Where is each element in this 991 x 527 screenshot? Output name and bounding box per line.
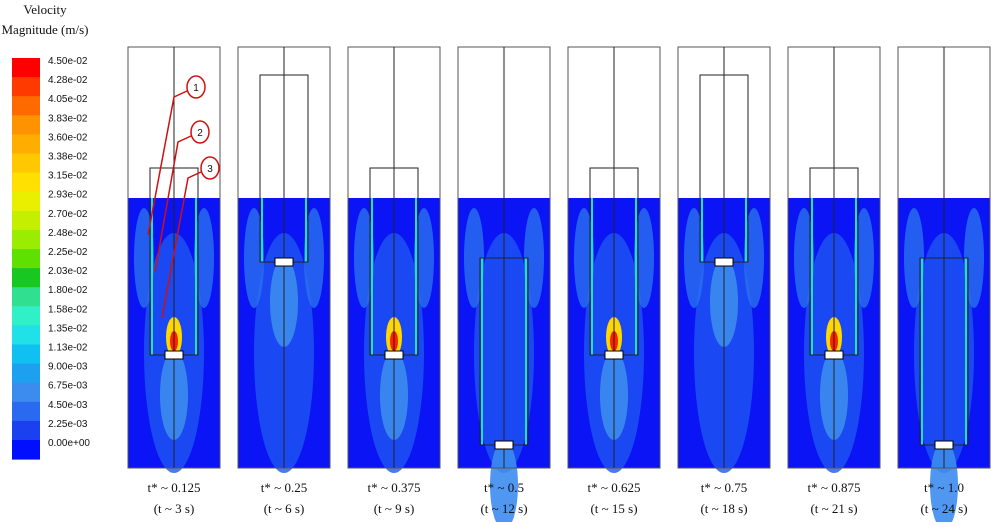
- colorbar-swatch: [12, 383, 40, 403]
- colorbar-label: 4.05e-02: [48, 94, 88, 105]
- panel: [458, 47, 550, 522]
- caption-time: (t ~ 21 s): [810, 501, 857, 516]
- caption-time: (t ~ 3 s): [154, 501, 195, 516]
- plate: [165, 351, 183, 359]
- colorbar-swatch: [12, 421, 40, 441]
- plate: [935, 441, 953, 449]
- caption-time-ratio: t* ~ 0.25: [261, 480, 307, 495]
- colorbar-label: 4.50e-03: [48, 400, 88, 411]
- colorbar-swatch: [12, 192, 40, 212]
- panel: [678, 47, 770, 473]
- colorbar-swatch: [12, 306, 40, 326]
- colorbar-swatch: [12, 96, 40, 116]
- colorbar-label: 2.25e-02: [48, 247, 88, 258]
- plate: [275, 258, 293, 266]
- callout-number: 3: [207, 164, 213, 175]
- colorbar-label: 1.35e-02: [48, 323, 88, 334]
- panel: [238, 47, 330, 473]
- caption-time: (t ~ 24 s): [920, 501, 967, 516]
- callout-number: 2: [197, 128, 203, 139]
- caption-time: (t ~ 6 s): [264, 501, 305, 516]
- caption-time-ratio: t* ~ 0.75: [701, 480, 747, 495]
- legend-title: Magnitude (m/s): [1, 22, 88, 37]
- colorbar-swatch: [12, 77, 40, 97]
- panel: [348, 47, 440, 473]
- colorbar-label: 1.58e-02: [48, 304, 88, 315]
- colorbar-swatch: [12, 287, 40, 307]
- colorbar-label: 2.48e-02: [48, 228, 88, 239]
- panel: [128, 47, 220, 473]
- colorbar-label: 0.00e+00: [48, 438, 90, 449]
- colorbar-label: 2.70e-02: [48, 209, 88, 220]
- colorbar-swatch: [12, 249, 40, 269]
- panel: [788, 47, 880, 473]
- colorbar-label: 3.38e-02: [48, 152, 88, 163]
- panel: [568, 47, 660, 473]
- caption-time: (t ~ 15 s): [590, 501, 637, 516]
- colorbar-swatch: [12, 440, 40, 460]
- colorbar-label: 4.50e-02: [48, 56, 88, 67]
- colorbar-swatch: [12, 345, 40, 365]
- plate: [825, 351, 843, 359]
- colorbar-label: 9.00e-03: [48, 362, 88, 373]
- plate: [605, 351, 623, 359]
- caption-time: (t ~ 9 s): [374, 501, 415, 516]
- colorbar-label: 4.28e-02: [48, 75, 88, 86]
- colorbar-swatch: [12, 268, 40, 288]
- colorbar-label: 1.80e-02: [48, 285, 88, 296]
- colorbar-label: 3.15e-02: [48, 171, 88, 182]
- figure: Velocity Magnitude (m/s) 4.50e-02 4.28e-0…: [0, 0, 991, 522]
- callout-number: 1: [193, 83, 199, 94]
- colorbar-label: 1.13e-02: [48, 343, 88, 354]
- colorbar-label: 2.25e-03: [48, 419, 88, 430]
- plate: [495, 441, 513, 449]
- colorbar-swatch: [12, 364, 40, 384]
- caption-time-ratio: t* ~ 0.625: [588, 480, 641, 495]
- colorbar-label: 2.03e-02: [48, 266, 88, 277]
- colorbar-swatch: [12, 325, 40, 345]
- colorbar-label: 3.60e-02: [48, 132, 88, 143]
- colorbar-swatch: [12, 211, 40, 231]
- colorbar-swatch: [12, 230, 40, 250]
- caption-time-ratio: t* ~ 0.875: [808, 480, 861, 495]
- colorbar-swatch: [12, 134, 40, 154]
- colorbar-swatch: [12, 154, 40, 174]
- caption-time: (t ~ 18 s): [700, 501, 747, 516]
- caption-time-ratio: t* ~ 0.125: [148, 480, 201, 495]
- caption-time-ratio: t* ~ 0.5: [484, 480, 524, 495]
- colorbar-label: 6.75e-03: [48, 381, 88, 392]
- caption-time: (t ~ 12 s): [480, 501, 527, 516]
- caption-time-ratio: t* ~ 0.375: [368, 480, 421, 495]
- plate: [385, 351, 403, 359]
- plate: [715, 258, 733, 266]
- caption-time-ratio: t* ~ 1.0: [924, 480, 964, 495]
- colorbar-swatch: [12, 173, 40, 193]
- colorbar-swatch: [12, 115, 40, 135]
- colorbar-swatch: [12, 402, 40, 422]
- colorbar-swatch: [12, 58, 40, 78]
- legend-title: Velocity: [23, 2, 67, 17]
- colorbar-label: 2.93e-02: [48, 190, 88, 201]
- colorbar-label: 3.83e-02: [48, 113, 88, 124]
- panel: [898, 47, 990, 522]
